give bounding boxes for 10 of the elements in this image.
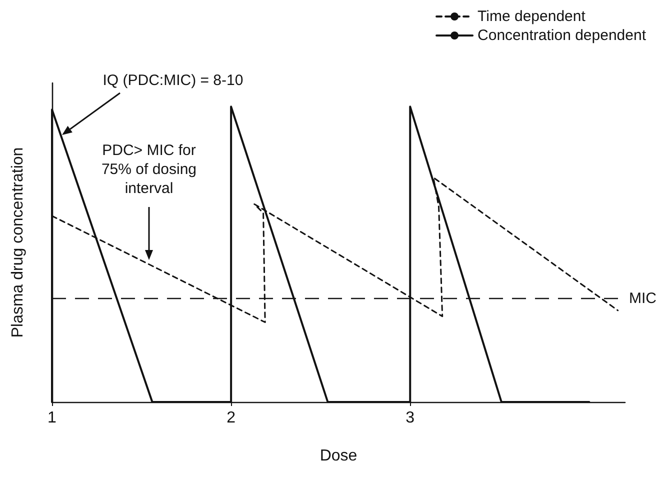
x-tick-label: 2 <box>226 410 236 426</box>
ref-line-label: MIC <box>629 290 657 308</box>
text: IQ (PDC:MIC) = 8-10 <box>102 72 244 89</box>
x-tick-label: 3 <box>406 410 415 426</box>
x-axis-title: Dose <box>320 448 358 464</box>
legend-label: Concentration dependent <box>478 27 647 44</box>
y-axis-title: Plasma drug concentration <box>10 147 26 338</box>
annotation: PDC> MIC for 75% of dosing interval <box>101 142 197 197</box>
x-tick-label: 1 <box>48 410 57 426</box>
legend-label: Time dependent <box>478 8 586 25</box>
